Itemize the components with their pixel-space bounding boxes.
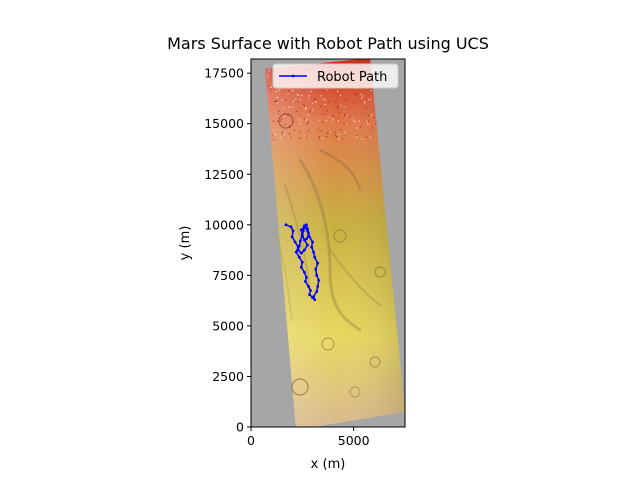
robot-path-point [313, 255, 317, 259]
robot-path-point [316, 285, 320, 288]
robot-path-point [309, 289, 312, 292]
robot-path-point [312, 250, 315, 254]
y-tick-label: 5000 [212, 318, 244, 333]
robot-path-point [307, 234, 310, 238]
plot-frame [250, 58, 406, 428]
robot-path-point [317, 279, 321, 282]
robot-path-point [300, 233, 304, 237]
robot-path-point [306, 243, 309, 247]
y-tick-label: 0 [236, 420, 244, 435]
terrain-image [265, 59, 405, 427]
y-tick-label: 10000 [204, 217, 244, 232]
chart-title: Mars Surface with Robot Path using UCS [167, 34, 489, 53]
y-tick-label: 2500 [212, 369, 244, 384]
y-tick-label: 7500 [212, 268, 244, 283]
robot-path-point [315, 290, 319, 293]
x-tick-label: 5000 [338, 433, 370, 448]
robot-path-point [310, 245, 313, 249]
y-tick-label: 12500 [204, 167, 244, 182]
robot-path-point [299, 228, 303, 232]
robot-path-point [312, 295, 315, 298]
robot-path-point [308, 293, 311, 296]
series-robot-path-points [284, 223, 321, 301]
robot-path-point [302, 229, 305, 233]
robot-path-point [316, 261, 320, 265]
x-axis-label: x (m) [311, 457, 346, 472]
robot-path-point [305, 276, 308, 279]
terrain-features [274, 113, 386, 398]
robot-path-point [303, 225, 306, 229]
robot-path-point [304, 280, 307, 283]
legend-box [272, 63, 399, 89]
robot-path-point [315, 274, 319, 277]
x-axis: 0 5000 [247, 427, 370, 448]
robot-path-point [296, 248, 300, 252]
robot-path-point [303, 248, 306, 252]
robot-path-point [305, 237, 308, 241]
legend: Robot Path [272, 63, 399, 89]
robot-path-point [307, 285, 310, 288]
robot-path-point [293, 240, 297, 244]
robot-path-point [314, 267, 318, 271]
x-tick-label: 0 [247, 433, 255, 448]
y-tick-label: 17500 [204, 66, 244, 81]
robot-path-point [303, 270, 306, 274]
y-tick-label: 15000 [204, 116, 244, 131]
robot-path-point [299, 265, 303, 269]
robot-path-point [284, 223, 288, 227]
robot-path-point [294, 250, 298, 254]
legend-marker-robot-path [291, 74, 295, 78]
y-axis: 0 2500 5000 7500 10000 12500 15000 17500 [204, 66, 251, 435]
robot-path-point [289, 225, 293, 229]
legend-label-robot-path: Robot Path [317, 70, 387, 85]
robot-path-point [297, 255, 301, 259]
robot-path-point [306, 229, 309, 233]
robot-path-point [299, 251, 303, 255]
robot-path-point [311, 240, 314, 244]
robot-path-point [313, 298, 317, 301]
robot-path-point [300, 260, 304, 264]
robot-path-point [298, 239, 302, 243]
robot-path-point [290, 235, 294, 239]
robot-path-point [306, 227, 309, 231]
robot-path-point [297, 244, 301, 248]
y-axis-label: y (m) [178, 226, 193, 261]
robot-path-point [291, 229, 295, 233]
